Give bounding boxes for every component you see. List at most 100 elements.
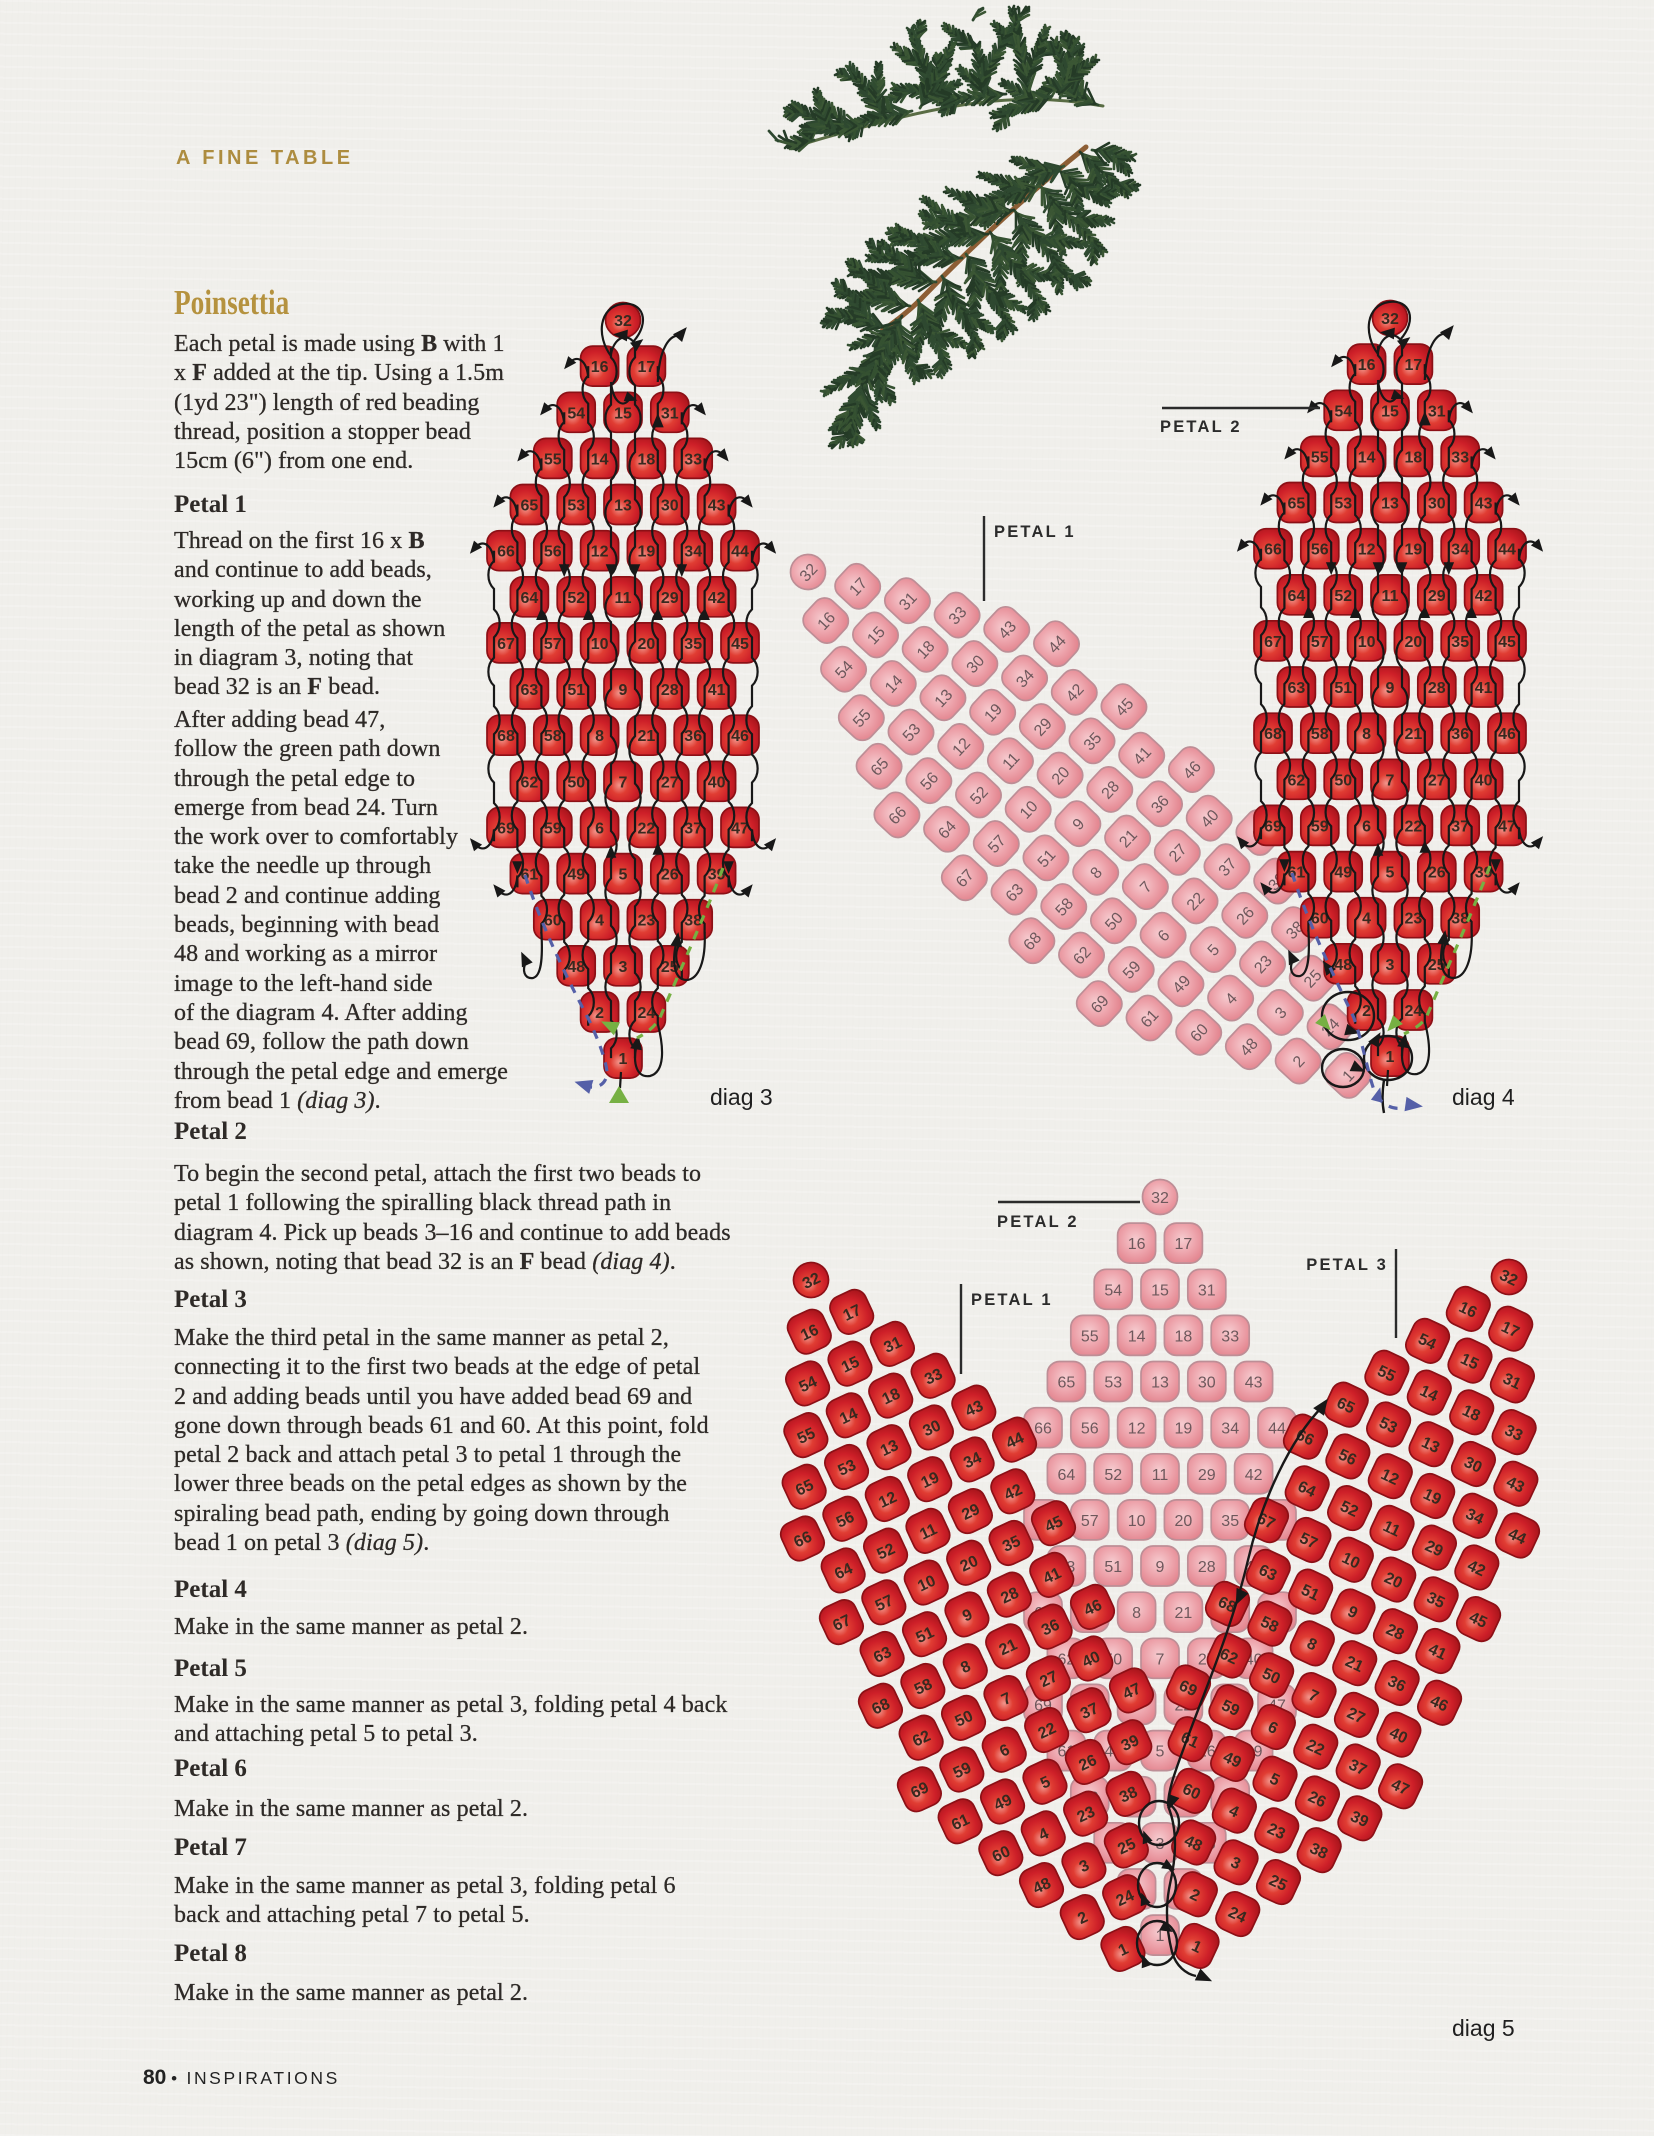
svg-text:44: 44 xyxy=(1498,542,1516,559)
svg-text:20: 20 xyxy=(638,636,656,653)
svg-text:21: 21 xyxy=(1405,726,1423,743)
svg-text:62: 62 xyxy=(521,774,539,791)
svg-text:42: 42 xyxy=(1002,1481,1025,1504)
svg-text:35: 35 xyxy=(1221,1513,1239,1530)
svg-text:55: 55 xyxy=(1081,1328,1099,1345)
svg-text:39: 39 xyxy=(1348,1808,1371,1831)
svg-text:12: 12 xyxy=(1128,1421,1146,1438)
svg-text:1: 1 xyxy=(619,1051,628,1068)
svg-text:PETAL 3: PETAL 3 xyxy=(1306,1256,1388,1274)
svg-text:28: 28 xyxy=(1198,1559,1216,1576)
svg-text:31: 31 xyxy=(661,405,679,422)
svg-text:34: 34 xyxy=(1451,542,1469,559)
svg-text:69: 69 xyxy=(908,1779,931,1802)
svg-text:30: 30 xyxy=(1428,496,1446,513)
svg-text:28: 28 xyxy=(998,1585,1021,1608)
svg-text:36: 36 xyxy=(1385,1673,1408,1696)
svg-text:27: 27 xyxy=(661,774,679,791)
svg-text:4: 4 xyxy=(595,913,604,930)
svg-text:34: 34 xyxy=(684,544,702,561)
svg-text:60: 60 xyxy=(544,913,562,930)
svg-text:66: 66 xyxy=(1293,1427,1316,1450)
svg-text:13: 13 xyxy=(1151,1375,1169,1392)
svg-text:20: 20 xyxy=(958,1553,981,1576)
svg-text:28: 28 xyxy=(1428,680,1446,697)
svg-text:57: 57 xyxy=(1081,1513,1099,1530)
svg-text:49: 49 xyxy=(567,867,585,884)
svg-text:6: 6 xyxy=(595,820,604,837)
svg-text:35: 35 xyxy=(1000,1533,1023,1556)
svg-text:15: 15 xyxy=(839,1354,862,1377)
svg-text:59: 59 xyxy=(1219,1697,1242,1720)
svg-text:15: 15 xyxy=(1458,1351,1481,1374)
svg-text:43: 43 xyxy=(1475,496,1493,513)
svg-text:21: 21 xyxy=(638,728,656,745)
svg-text:7: 7 xyxy=(619,774,628,791)
svg-text:65: 65 xyxy=(1334,1395,1357,1418)
svg-text:63: 63 xyxy=(1288,680,1306,697)
svg-text:8: 8 xyxy=(1362,726,1371,743)
svg-text:12: 12 xyxy=(876,1489,899,1512)
svg-text:65: 65 xyxy=(521,498,539,515)
svg-text:57: 57 xyxy=(544,636,562,653)
svg-text:46: 46 xyxy=(1498,726,1516,743)
svg-text:45: 45 xyxy=(1042,1513,1065,1536)
svg-text:47: 47 xyxy=(1498,818,1516,835)
svg-text:17: 17 xyxy=(841,1302,864,1325)
svg-text:19: 19 xyxy=(1420,1486,1443,1509)
svg-text:21: 21 xyxy=(1175,1605,1193,1622)
svg-text:42: 42 xyxy=(1465,1557,1488,1580)
svg-text:58: 58 xyxy=(1311,726,1329,743)
svg-text:29: 29 xyxy=(1428,588,1446,605)
svg-text:17: 17 xyxy=(1405,357,1423,374)
svg-text:15: 15 xyxy=(1151,1282,1169,1299)
svg-text:68: 68 xyxy=(869,1696,892,1719)
svg-text:58: 58 xyxy=(544,728,562,745)
svg-text:49: 49 xyxy=(992,1791,1015,1814)
svg-text:18: 18 xyxy=(1405,449,1423,466)
svg-text:9: 9 xyxy=(1156,1559,1165,1576)
svg-text:59: 59 xyxy=(951,1759,974,1782)
svg-text:53: 53 xyxy=(1104,1375,1122,1392)
svg-text:36: 36 xyxy=(684,728,702,745)
svg-text:32: 32 xyxy=(614,313,632,330)
svg-text:51: 51 xyxy=(1104,1559,1122,1576)
svg-text:44: 44 xyxy=(1004,1429,1027,1452)
svg-text:53: 53 xyxy=(567,498,585,515)
svg-text:20: 20 xyxy=(1405,634,1423,651)
svg-text:63: 63 xyxy=(1256,1562,1279,1585)
svg-text:29: 29 xyxy=(1422,1538,1445,1561)
svg-text:45: 45 xyxy=(1498,634,1516,651)
svg-text:48: 48 xyxy=(1334,957,1352,974)
svg-text:58: 58 xyxy=(912,1676,935,1699)
svg-text:37: 37 xyxy=(1451,818,1469,835)
svg-text:19: 19 xyxy=(919,1469,942,1492)
svg-text:11: 11 xyxy=(1382,588,1399,605)
svg-text:18: 18 xyxy=(1459,1402,1482,1425)
svg-text:44: 44 xyxy=(1505,1525,1528,1548)
svg-text:3: 3 xyxy=(1386,957,1395,974)
svg-text:50: 50 xyxy=(1259,1665,1282,1688)
svg-text:41: 41 xyxy=(708,682,726,699)
svg-text:13: 13 xyxy=(1381,496,1399,513)
svg-text:37: 37 xyxy=(1346,1756,1369,1779)
svg-text:38: 38 xyxy=(1117,1784,1140,1807)
svg-text:59: 59 xyxy=(544,820,562,837)
svg-text:46: 46 xyxy=(731,728,749,745)
svg-text:29: 29 xyxy=(959,1501,982,1524)
svg-text:32: 32 xyxy=(1497,1267,1520,1290)
svg-text:65: 65 xyxy=(1288,496,1306,513)
svg-text:54: 54 xyxy=(567,405,585,422)
svg-text:6: 6 xyxy=(1362,818,1371,835)
svg-text:7: 7 xyxy=(1156,1651,1165,1668)
svg-text:5: 5 xyxy=(1156,1744,1165,1761)
svg-text:PETAL 2: PETAL 2 xyxy=(997,1213,1079,1231)
svg-text:59: 59 xyxy=(1311,818,1329,835)
svg-text:diag 3: diag 3 xyxy=(710,1084,773,1110)
svg-text:12: 12 xyxy=(1378,1466,1401,1489)
svg-text:22: 22 xyxy=(638,820,656,837)
svg-text:18: 18 xyxy=(1175,1328,1193,1345)
svg-text:11: 11 xyxy=(917,1521,940,1544)
svg-text:60: 60 xyxy=(1180,1781,1203,1804)
svg-text:22: 22 xyxy=(1303,1737,1326,1760)
